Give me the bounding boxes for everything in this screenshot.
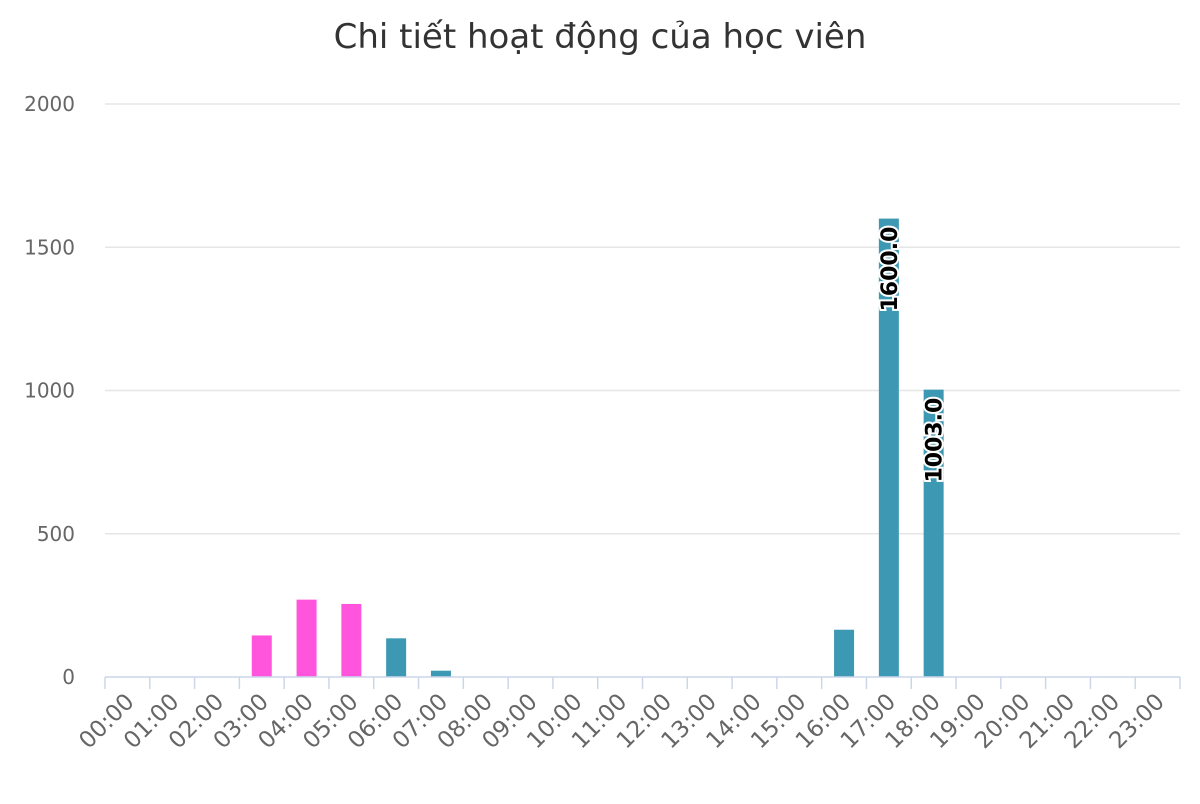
y-tick-label: 0	[62, 665, 75, 689]
y-tick-label: 1500	[24, 235, 75, 259]
y-tick-label: 500	[37, 522, 75, 546]
bar-1800[interactable]	[923, 389, 944, 677]
bar-0400[interactable]	[296, 599, 317, 677]
gridlines	[105, 103, 1180, 535]
y-tick-label: 2000	[24, 92, 75, 116]
bar-0300[interactable]	[251, 635, 272, 677]
bar-0500[interactable]	[341, 603, 362, 677]
bar-1600[interactable]	[834, 629, 855, 677]
data-label: 1003.0	[923, 398, 948, 483]
chart-title: Chi tiết hoạt động của học viên	[334, 17, 867, 57]
y-tick-label: 1000	[24, 379, 75, 403]
bar-1700[interactable]	[878, 218, 899, 677]
bar-0600[interactable]	[386, 638, 407, 677]
x-axis-ticks: 00:0001:0002:0003:0004:0005:0006:0007:00…	[74, 689, 1169, 754]
data-label: 1600.0	[878, 227, 903, 312]
data-labels: 1600.0 1003.0	[876, 225, 950, 485]
bar-0700[interactable]	[430, 670, 451, 677]
bars	[251, 218, 944, 677]
x-axis	[104, 676, 1181, 689]
y-axis-ticks: 0 500 1000 1500 2000	[24, 92, 75, 689]
